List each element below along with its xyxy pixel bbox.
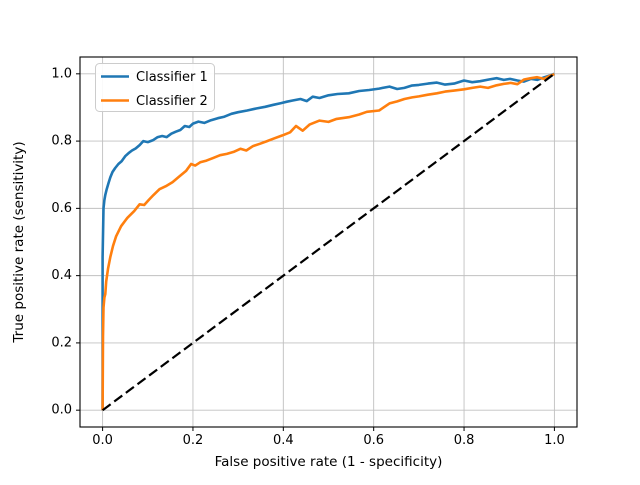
- y-tick-label: 0.0: [51, 403, 72, 418]
- x-axis-label: False positive rate (1 - specificity): [215, 454, 443, 470]
- legend-label-classifier-2: Classifier 2: [136, 94, 208, 109]
- y-tick-label: 0.2: [51, 335, 72, 350]
- x-tick-label: 0.0: [92, 433, 113, 448]
- series-classifier-2: [101, 72, 555, 411]
- plot-border: [79, 56, 578, 428]
- y-axis-label: True positive rate (sensitivity): [11, 141, 27, 343]
- x-tick-label: 0.8: [454, 433, 475, 448]
- x-tick-label: 0.4: [273, 433, 294, 448]
- x-tick-label: 1.0: [544, 433, 565, 448]
- x-tick-label: 0.6: [363, 433, 384, 448]
- x-tick-label: 0.2: [183, 433, 204, 448]
- legend: Classifier 1 Classifier 2: [95, 63, 215, 112]
- legend-label-classifier-1: Classifier 1: [136, 70, 208, 85]
- series-classifier-1: [101, 72, 555, 411]
- y-tick-label: 0.6: [51, 201, 72, 216]
- series-chance-diagonal: [101, 72, 556, 412]
- y-tick-label: 1.0: [51, 66, 72, 81]
- y-tick-label: 0.4: [51, 268, 72, 283]
- y-tick-label: 0.8: [51, 134, 72, 149]
